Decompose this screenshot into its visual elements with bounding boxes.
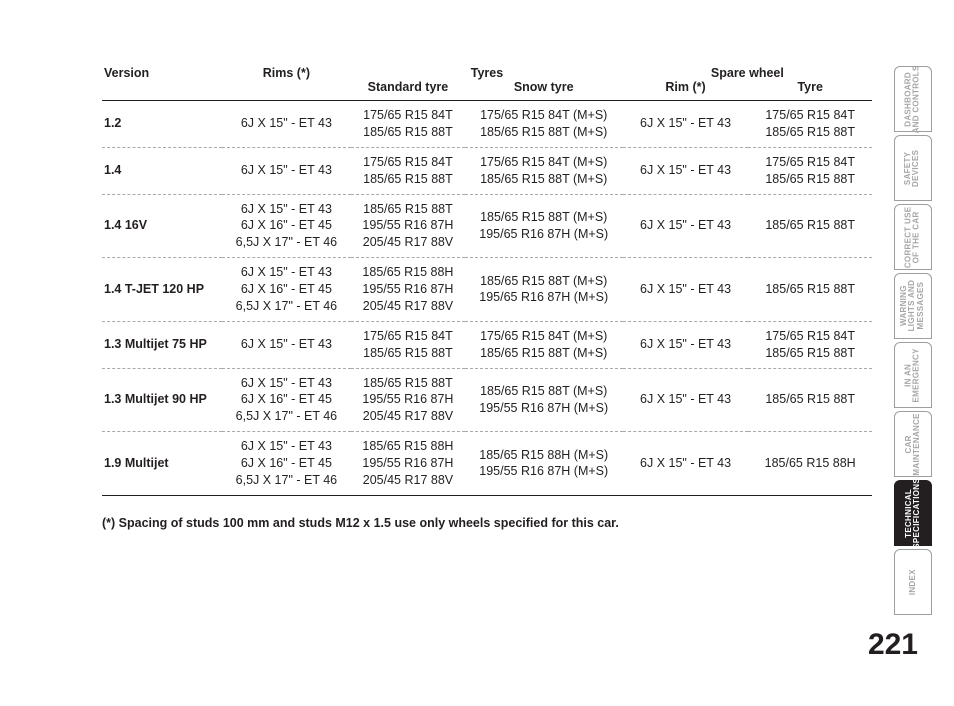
table-cell: 6J X 15" - ET 43 [222,321,352,368]
table-cell: 185/65 R15 88T [748,194,872,258]
table-cell: 6J X 15" - ET 43 [623,321,749,368]
table-cell: 175/65 R15 84T185/65 R15 88T [351,101,464,148]
table-cell: 175/65 R15 84T (M+S)185/65 R15 88T (M+S) [465,101,623,148]
nav-tab-label: CORRECT USEOF THE CAR [905,206,922,268]
col-spare-tyre: Tyre [748,80,872,101]
table-cell: 175/65 R15 84T (M+S)185/65 R15 88T (M+S) [465,147,623,194]
table-cell: 6J X 15" - ET 43 [623,147,749,194]
table-cell: 1.4 [102,147,222,194]
table-cell: 185/65 R15 88H (M+S)195/55 R16 87H (M+S) [465,432,623,496]
table-cell: 6J X 15" - ET 43 [623,258,749,322]
table-cell: 185/65 R15 88H [748,432,872,496]
col-spare-rim: Rim (*) [623,80,749,101]
footnote: (*) Spacing of studs 100 mm and studs M1… [102,516,872,530]
nav-tab[interactable]: INDEX [894,549,932,615]
table-cell: 185/65 R15 88T [748,258,872,322]
table-row: 1.3 Multijet 90 HP6J X 15" - ET 436J X 1… [102,368,872,432]
table-cell: 185/65 R15 88T (M+S)195/55 R16 87H (M+S) [465,368,623,432]
table-row: 1.4 T-JET 120 HP6J X 15" - ET 436J X 16"… [102,258,872,322]
table-cell: 6J X 15" - ET 43 [623,368,749,432]
nav-tab-label: SAFETYDEVICES [905,149,922,186]
table-cell: 185/65 R15 88H195/55 R16 87H205/45 R17 8… [351,258,464,322]
table-cell: 185/65 R15 88T (M+S)195/65 R16 87H (M+S) [465,258,623,322]
table-cell: 6J X 15" - ET 43 [222,147,352,194]
table-cell: 1.3 Multijet 90 HP [102,368,222,432]
table-cell: 175/65 R15 84T185/65 R15 88T [351,147,464,194]
nav-tab[interactable]: WARNINGLIGHTS ANDMESSAGES [894,273,932,339]
nav-tab[interactable]: TECHNICALSPECIFICATIONS [894,480,932,546]
table-row: 1.46J X 15" - ET 43175/65 R15 84T185/65 … [102,147,872,194]
table-cell: 1.9 Multijet [102,432,222,496]
side-tabs: DASHBOARDAND CONTROLS SAFETYDEVICES CORREC… [894,66,930,618]
table-cell: 1.2 [102,101,222,148]
nav-tab[interactable]: IN ANEMERGENCY [894,342,932,408]
table-cell: 6J X 15" - ET 43 [222,101,352,148]
table-row: 1.9 Multijet6J X 15" - ET 436J X 16" - E… [102,432,872,496]
nav-tab-label: WARNINGLIGHTS ANDMESSAGES [900,280,925,332]
table-cell: 6J X 15" - ET 436J X 16" - ET 456,5J X 1… [222,368,352,432]
table-row: 1.4 16V6J X 15" - ET 436J X 16" - ET 456… [102,194,872,258]
table-cell: 6J X 15" - ET 43 [623,432,749,496]
col-spare: Spare wheel [623,62,872,80]
table-cell: 6J X 15" - ET 43 [623,194,749,258]
table-cell: 6J X 15" - ET 436J X 16" - ET 456,5J X 1… [222,194,352,258]
nav-tab-label: IN ANEMERGENCY [905,348,922,402]
table-cell: 175/65 R15 84T185/65 R15 88T [748,147,872,194]
col-standard-tyre: Standard tyre [351,80,464,101]
page-content: Version Rims (*) Tyres Spare wheel Stand… [102,62,872,530]
col-snow-tyre: Snow tyre [465,80,623,101]
table-row: 1.3 Multijet 75 HP6J X 15" - ET 43175/65… [102,321,872,368]
table-row: 1.26J X 15" - ET 43175/65 R15 84T185/65 … [102,101,872,148]
page-number: 221 [868,628,918,662]
nav-tab[interactable]: SAFETYDEVICES [894,135,932,201]
table-cell: 175/65 R15 84T (M+S)185/65 R15 88T (M+S) [465,321,623,368]
nav-tab[interactable]: DASHBOARDAND CONTROLS [894,66,932,132]
nav-tab[interactable]: CARMAINTENANCE [894,411,932,477]
table-cell: 175/65 R15 84T185/65 R15 88T [748,101,872,148]
nav-tab[interactable]: CORRECT USEOF THE CAR [894,204,932,270]
col-version: Version [102,62,222,101]
col-rims: Rims (*) [222,62,352,101]
table-cell: 6J X 15" - ET 43 [623,101,749,148]
table-cell: 185/65 R15 88H195/55 R16 87H205/45 R17 8… [351,432,464,496]
nav-tab-label: INDEX [909,569,917,595]
col-tyres: Tyres [351,62,623,80]
table-cell: 185/65 R15 88T195/55 R16 87H205/45 R17 8… [351,368,464,432]
table-cell: 1.3 Multijet 75 HP [102,321,222,368]
table-cell: 6J X 15" - ET 436J X 16" - ET 456,5J X 1… [222,432,352,496]
table-cell: 185/65 R15 88T (M+S)195/65 R16 87H (M+S) [465,194,623,258]
tyre-spec-table: Version Rims (*) Tyres Spare wheel Stand… [102,62,872,496]
table-cell: 1.4 16V [102,194,222,258]
table-body: 1.26J X 15" - ET 43175/65 R15 84T185/65 … [102,101,872,496]
table-cell: 175/65 R15 84T185/65 R15 88T [748,321,872,368]
table-cell: 185/65 R15 88T [748,368,872,432]
table-cell: 185/65 R15 88T195/55 R16 87H205/45 R17 8… [351,194,464,258]
nav-tab-label: DASHBOARDAND CONTROLS [905,65,922,133]
table-cell: 6J X 15" - ET 436J X 16" - ET 456,5J X 1… [222,258,352,322]
table-cell: 1.4 T-JET 120 HP [102,258,222,322]
table-cell: 175/65 R15 84T185/65 R15 88T [351,321,464,368]
nav-tab-label: TECHNICALSPECIFICATIONS [905,478,922,549]
nav-tab-label: CARMAINTENANCE [905,413,922,475]
